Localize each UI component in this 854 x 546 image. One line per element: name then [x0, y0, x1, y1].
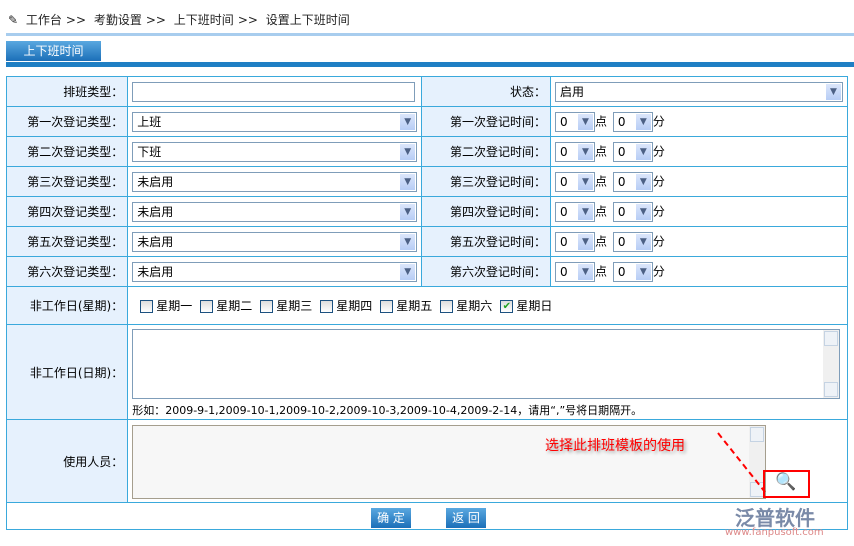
register-row: 第一次登记类型： 上班 ▼ 第一次登记时间： 0 ▼ 点 0 ▼ 分: [5, 106, 848, 137]
status-select[interactable]: 启用 ▼: [555, 81, 843, 102]
register-type-select[interactable]: 上班 ▼: [132, 111, 418, 132]
pen-icon: ✎: [8, 13, 19, 27]
crumb-shift[interactable]: 上下班时间: [173, 13, 234, 27]
register-time-label: 第三次登记时间：: [421, 166, 551, 197]
chevron-down-icon: ▼: [826, 83, 841, 100]
chevron-down-icon: ▼: [578, 203, 593, 220]
users-label: 使用人员：: [5, 419, 129, 503]
hour-select[interactable]: 0 ▼: [555, 261, 595, 282]
minute-select[interactable]: 0 ▼: [612, 111, 653, 132]
weekday-checkbox[interactable]: [440, 300, 454, 313]
chevron-down-icon: ▼: [635, 113, 651, 130]
weekday-checkbox[interactable]: ✔: [500, 300, 514, 313]
weekday-group: 星期一 星期二 星期三 星期四 星期五 星期六 ✔ 星期日: [127, 286, 848, 325]
chevron-down-icon: ▼: [400, 233, 416, 250]
hour-select[interactable]: 0 ▼: [555, 141, 595, 162]
register-type-select[interactable]: 未启用 ▼: [132, 231, 418, 252]
register-type-label: 第五次登记类型：: [5, 226, 129, 257]
magnifier-icon: 🔍: [775, 472, 797, 492]
chevron-down-icon: ▼: [578, 113, 593, 130]
tab-shift-time[interactable]: 上下班时间: [6, 41, 101, 61]
scrollbar[interactable]: [749, 426, 766, 498]
register-row: 第二次登记类型： 下班 ▼ 第二次登记时间： 0 ▼ 点 0 ▼ 分: [5, 136, 848, 167]
back-button[interactable]: 返 回: [446, 508, 486, 528]
users-textarea[interactable]: [132, 425, 767, 499]
shift-form: 排班类型： 状态： 启用 ▼ 第一次登记类型： 上班 ▼ 第一次登记时间： 0 ▼ 点 …: [5, 76, 848, 503]
chevron-down-icon: ▼: [400, 113, 416, 130]
register-type-label: 第一次登记类型：: [5, 106, 129, 137]
breadcrumb: ✎ 工作台 >> 考勤设置 >> 上下班时间 >> 设置上下班时间: [8, 13, 350, 27]
chevron-down-icon: ▼: [578, 143, 593, 160]
chevron-down-icon: ▼: [635, 143, 651, 160]
chevron-down-icon: ▼: [578, 173, 593, 190]
register-type-select[interactable]: 下班 ▼: [132, 141, 418, 162]
date-textarea[interactable]: [132, 329, 841, 399]
chevron-down-icon: ▼: [635, 173, 651, 190]
ok-button[interactable]: 确 定: [371, 508, 411, 528]
minute-select[interactable]: 0 ▼: [612, 261, 653, 282]
register-time-label: 第五次登记时间：: [421, 226, 551, 257]
crumb-current: 设置上下班时间: [265, 13, 350, 27]
register-time-label: 第二次登记时间：: [421, 136, 551, 167]
divider: [6, 33, 854, 36]
minute-select[interactable]: 0 ▼: [612, 231, 653, 252]
shift-type-label: 排班类型：: [5, 76, 129, 107]
chevron-down-icon: ▼: [578, 263, 593, 280]
register-type-label: 第六次登记类型：: [5, 256, 129, 287]
register-type-label: 第二次登记类型：: [5, 136, 129, 167]
register-row: 第六次登记类型： 未启用 ▼ 第六次登记时间： 0 ▼ 点 0 ▼ 分: [5, 256, 848, 287]
date-hint: 形如：2009-9-1,2009-10-1,2009-10-2,2009-10-…: [132, 404, 643, 417]
chevron-down-icon: ▼: [635, 263, 651, 280]
watermark-url: www.fanpusoft.com: [725, 527, 824, 538]
minute-select[interactable]: 0 ▼: [612, 141, 653, 162]
register-type-select[interactable]: 未启用 ▼: [132, 171, 418, 192]
weekday-checkbox[interactable]: [380, 300, 394, 313]
register-row: 第四次登记类型： 未启用 ▼ 第四次登记时间： 0 ▼ 点 0 ▼ 分: [5, 196, 848, 227]
chevron-down-icon: ▼: [635, 233, 651, 250]
crumb-attendance[interactable]: 考勤设置: [93, 13, 142, 27]
register-time-label: 第一次登记时间：: [421, 106, 551, 137]
register-row: 第五次登记类型： 未启用 ▼ 第五次登记时间： 0 ▼ 点 0 ▼ 分: [5, 226, 848, 257]
weekday-checkbox[interactable]: [260, 300, 274, 313]
register-time-label: 第六次登记时间：: [421, 256, 551, 287]
status-label: 状态：: [421, 76, 551, 107]
weekday-checkbox[interactable]: [320, 300, 334, 313]
shift-type-input[interactable]: [132, 81, 416, 102]
register-type-select[interactable]: 未启用 ▼: [132, 201, 418, 222]
chevron-down-icon: ▼: [400, 173, 416, 190]
minute-select[interactable]: 0 ▼: [612, 171, 653, 192]
minute-select[interactable]: 0 ▼: [612, 201, 653, 222]
date-label: 非工作日(日期)：: [5, 324, 129, 420]
chevron-down-icon: ▼: [578, 233, 593, 250]
chevron-down-icon: ▼: [400, 143, 416, 160]
chevron-down-icon: ▼: [400, 263, 416, 280]
weekday-checkbox[interactable]: [140, 300, 154, 313]
watermark-logo: 泛普软件: [735, 506, 815, 530]
register-type-select[interactable]: 未启用 ▼: [132, 261, 418, 282]
chevron-down-icon: ▼: [635, 203, 651, 220]
tab-bar: [6, 62, 854, 67]
annotation-arrow: [717, 432, 766, 493]
weekday-label: 非工作日(星期)：: [5, 286, 129, 325]
register-type-label: 第四次登记类型：: [5, 196, 129, 227]
hour-select[interactable]: 0 ▼: [555, 231, 595, 252]
hour-select[interactable]: 0 ▼: [555, 201, 595, 222]
scrollbar[interactable]: [823, 330, 840, 398]
search-user-button[interactable]: 🔍: [775, 472, 796, 492]
annotation-text: 选择此排班模板的使用: [545, 438, 685, 454]
chevron-down-icon: ▼: [400, 203, 416, 220]
register-time-label: 第四次登记时间：: [421, 196, 551, 227]
register-row: 第三次登记类型： 未启用 ▼ 第三次登记时间： 0 ▼ 点 0 ▼ 分: [5, 166, 848, 197]
annotation-box: [763, 470, 810, 498]
crumb-home[interactable]: 工作台: [25, 13, 62, 27]
hour-select[interactable]: 0 ▼: [555, 171, 595, 192]
weekday-checkbox[interactable]: [200, 300, 214, 313]
register-type-label: 第三次登记类型：: [5, 166, 129, 197]
hour-select[interactable]: 0 ▼: [555, 111, 595, 132]
